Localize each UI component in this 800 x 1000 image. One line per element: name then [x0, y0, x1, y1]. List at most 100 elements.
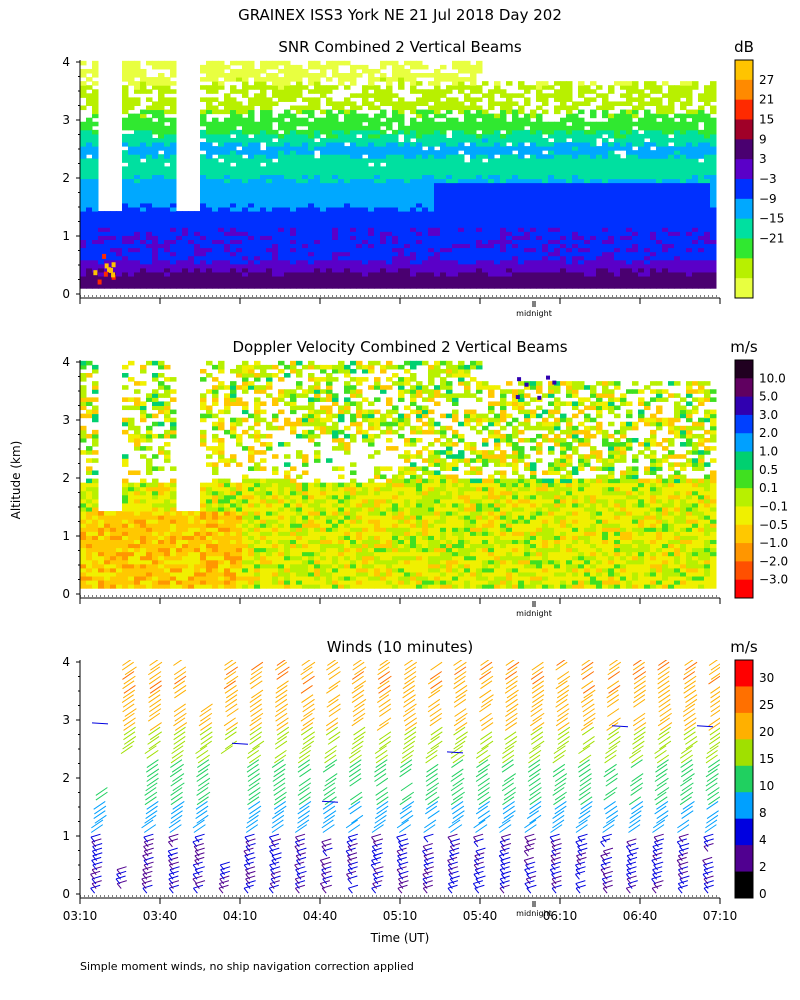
wind-barb [605, 814, 619, 824]
y-tick-label: 1 [62, 229, 70, 243]
wind-barb [294, 878, 300, 885]
wind-barb [302, 717, 315, 727]
wind-barb [124, 666, 137, 676]
wind-barb [268, 836, 274, 843]
wind-barb [245, 880, 256, 885]
wind-barb [373, 875, 384, 880]
wind-barb [399, 796, 412, 806]
wind-barb [504, 685, 517, 694]
wind-barb [704, 880, 714, 885]
wind-barb [502, 801, 515, 810]
wind-barb [455, 722, 468, 731]
wind-barb [170, 791, 183, 801]
wind-barb [327, 736, 340, 745]
wind-barb [249, 736, 262, 745]
wind-barb [703, 866, 714, 871]
wind-barb [703, 843, 714, 847]
wind-barb [425, 791, 438, 801]
wind-barb [578, 768, 591, 778]
wind-barb [608, 726, 621, 736]
wind-barb [194, 847, 205, 852]
wind-barb [149, 698, 162, 708]
wind-barb [575, 819, 588, 829]
wind-barb [346, 841, 352, 848]
wind-barb [528, 768, 542, 778]
wind-barb [276, 722, 289, 731]
wind-barb [550, 838, 561, 843]
wind-barb [531, 680, 545, 690]
wind-barb [377, 671, 391, 680]
wind-barb [426, 782, 440, 792]
wind-barb [422, 880, 433, 885]
wind-barb [582, 708, 595, 717]
colorbar-swatch [735, 792, 753, 820]
wind-barb [577, 850, 583, 857]
wind-barb [455, 689, 468, 699]
wind-barb [504, 731, 517, 741]
wind-barb [192, 873, 198, 880]
wind-barb [627, 860, 632, 866]
wind-barb [551, 873, 556, 880]
wind-barb [274, 708, 287, 717]
wind-barb [397, 884, 408, 889]
wind-barb [168, 819, 181, 829]
wind-barb [249, 731, 263, 741]
wind-barb [226, 675, 239, 685]
wind-barb [550, 841, 556, 848]
wind-barb [575, 841, 581, 848]
wind-barb [450, 843, 461, 847]
panel-title: Doppler Velocity Combined 2 Vertical Bea… [232, 338, 567, 356]
wind-barb [472, 883, 478, 889]
wind-barb [298, 749, 311, 759]
wind-barb [91, 880, 102, 885]
wind-barb [123, 731, 136, 741]
wind-barb [580, 666, 593, 676]
wind-barb [269, 833, 280, 838]
wind-barb [634, 722, 647, 731]
wind-barb [625, 887, 631, 894]
colorbar-swatch [735, 278, 753, 299]
wind-barb [249, 698, 262, 708]
wind-barb [248, 791, 261, 801]
wind-barb [399, 768, 412, 778]
wind-barb [554, 805, 567, 815]
wind-barb [346, 870, 357, 875]
wind-barb [626, 869, 632, 875]
wind-barb [532, 689, 545, 699]
wind-barb [424, 866, 435, 871]
wind-barb [680, 787, 693, 796]
wind-barb [473, 841, 479, 848]
wind-barb [557, 731, 570, 741]
wind-barb [301, 694, 314, 704]
wind-barb [678, 880, 689, 885]
wind-barb [219, 864, 225, 871]
wind-barb [326, 698, 339, 708]
wind-barb [577, 759, 590, 768]
wind-barb [556, 712, 569, 722]
wind-barb [218, 887, 224, 894]
wind-barb [167, 852, 178, 857]
wind-barb [430, 726, 443, 736]
wind-barb [349, 754, 362, 764]
wind-barb [149, 731, 163, 741]
wind-barb [626, 861, 637, 866]
wind-barb [423, 836, 429, 843]
wind-barb [91, 856, 102, 861]
wind-barb [629, 810, 642, 820]
wind-barb [141, 883, 147, 889]
wind-barb [324, 754, 337, 764]
wind-barb [92, 855, 98, 862]
wind-barb [708, 675, 720, 685]
wind-barb [632, 740, 645, 750]
wind-barb [169, 884, 179, 889]
wind-barb [401, 749, 415, 759]
wind-barb [529, 805, 542, 815]
wind-barb [194, 852, 205, 857]
wind-barb [631, 782, 644, 792]
wind-barb [220, 866, 231, 871]
wind-barb [401, 814, 414, 824]
wind-barb [295, 855, 301, 862]
wind-barb [220, 870, 231, 875]
wind-barb [372, 855, 378, 862]
wind-barb [328, 694, 341, 704]
